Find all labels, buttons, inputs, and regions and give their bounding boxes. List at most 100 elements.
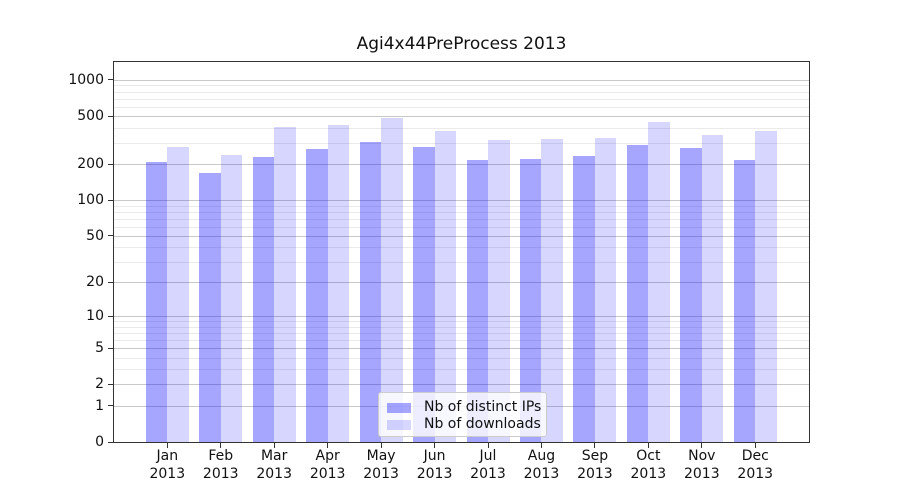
x-tick-month: Apr	[315, 448, 340, 464]
bar-oct-distinct-ips	[626, 144, 649, 442]
legend-label-downloads: Nb of downloads	[424, 416, 541, 432]
bar-jul-downloads	[488, 140, 510, 442]
y-axis-tick-label: 5	[95, 340, 104, 357]
y-axis-tick-label: 100	[77, 192, 104, 209]
gridline-major	[114, 282, 809, 284]
gridline-major	[114, 384, 809, 386]
x-tick-month: Jul	[479, 448, 497, 464]
y-axis-tick-label: 500	[77, 108, 104, 125]
x-tick-year: 2013	[683, 466, 720, 482]
x-axis-tick-label: Oct 2013	[616, 447, 680, 483]
bar-apr-distinct-ips	[306, 148, 328, 442]
gridline-major	[114, 316, 809, 318]
x-axis-tick	[327, 443, 329, 448]
x-tick-year: 2013	[256, 466, 292, 482]
y-axis-tick-label: 200	[77, 156, 104, 173]
bar-dec-distinct-ips	[733, 160, 756, 442]
bar-feb-distinct-ips	[199, 172, 221, 442]
y-axis-tick-label: 10	[86, 308, 104, 325]
plot-area	[113, 61, 810, 443]
bar-sep-downloads	[594, 138, 617, 442]
x-tick-month: Feb	[208, 448, 234, 464]
x-tick-year: 2013	[630, 466, 667, 482]
x-tick-year: 2013	[202, 466, 239, 482]
x-tick-year: 2013	[309, 466, 346, 482]
bar-jan-downloads	[167, 147, 189, 442]
x-axis-tick-label: Jun 2013	[403, 447, 467, 483]
gridline-minor	[114, 247, 809, 249]
legend-label-distinct-ips: Nb of distinct IPs	[424, 399, 542, 415]
y-axis-tick	[108, 347, 113, 349]
y-axis-tick	[108, 163, 113, 165]
gridline-major	[114, 164, 809, 166]
y-axis-tick	[108, 281, 113, 283]
gridline-minor	[114, 218, 809, 220]
x-tick-year: 2013	[523, 466, 560, 482]
x-axis-tick-label: Nov 2013	[670, 447, 734, 483]
gridline-minor	[114, 91, 809, 93]
gridline-minor	[114, 340, 809, 342]
x-axis-tick-label: Apr 2013	[296, 447, 360, 483]
x-axis-tick	[647, 443, 649, 448]
gridline-minor	[114, 226, 809, 228]
x-tick-year: 2013	[416, 466, 453, 482]
gridline-minor	[114, 106, 809, 108]
x-axis-tick-label: Feb 2013	[189, 447, 253, 483]
x-tick-month: May	[366, 448, 396, 464]
bar-sep-distinct-ips	[573, 156, 595, 442]
legend-swatch-distinct-ips	[387, 402, 411, 413]
y-axis-tick	[108, 199, 113, 201]
x-tick-month: Aug	[527, 448, 556, 464]
bar-mar-distinct-ips	[252, 157, 275, 442]
x-tick-year: 2013	[470, 466, 506, 482]
gridline-major	[114, 348, 809, 350]
x-axis-tick	[273, 443, 275, 448]
gridline-minor	[114, 369, 809, 371]
x-tick-month: Sep	[581, 448, 609, 464]
y-axis-tick	[108, 405, 113, 407]
gridline-major	[114, 79, 809, 81]
x-tick-month: Jan	[156, 448, 179, 464]
x-axis-tick-label: Jan 2013	[135, 447, 199, 483]
y-axis-tick	[108, 383, 113, 385]
bar-mar-downloads	[274, 127, 296, 442]
x-tick-year: 2013	[149, 466, 186, 482]
x-tick-month: Nov	[688, 448, 716, 464]
legend-item-downloads: Nb of downloads	[387, 416, 541, 433]
bar-may-downloads	[381, 118, 403, 442]
gridline-minor	[114, 85, 809, 87]
y-axis-tick-label: 20	[86, 274, 104, 291]
gridline-minor	[114, 357, 809, 359]
x-tick-month: Jun	[423, 448, 446, 464]
bar-jan-distinct-ips	[145, 162, 168, 442]
gridline-minor	[114, 142, 809, 144]
y-axis-tick-label: 2	[95, 376, 104, 393]
x-tick-year: 2013	[737, 466, 774, 482]
x-axis-tick	[540, 443, 542, 448]
gridline-minor	[114, 205, 809, 207]
x-axis-tick	[166, 443, 168, 448]
legend-item-distinct-ips: Nb of distinct IPs	[387, 399, 541, 416]
gridline-minor	[114, 127, 809, 129]
x-axis-tick-label: Jul 2013	[456, 447, 520, 483]
gridline-minor	[114, 262, 809, 264]
y-axis-tick	[108, 79, 113, 81]
gridline-minor	[114, 321, 809, 323]
gridline-major	[114, 235, 809, 237]
x-axis-tick-label: May 2013	[349, 447, 413, 483]
y-axis-tick	[108, 115, 113, 117]
y-axis-tick-label: 1	[95, 397, 104, 414]
legend: Nb of distinct IPs Nb of downloads	[378, 392, 547, 437]
y-axis-tick	[108, 315, 113, 317]
x-axis-tick-label: Aug 2013	[509, 447, 573, 483]
x-axis-tick	[380, 443, 382, 448]
x-axis-tick-label: Sep 2013	[563, 447, 627, 483]
gridline-minor	[114, 333, 809, 335]
bar-aug-distinct-ips	[519, 158, 542, 442]
gridline-major	[114, 200, 809, 202]
y-axis-tick-label: 50	[86, 227, 104, 244]
x-axis-tick-label: Dec 2013	[723, 447, 787, 483]
gridline-minor	[114, 326, 809, 328]
bar-jul-distinct-ips	[466, 160, 488, 442]
